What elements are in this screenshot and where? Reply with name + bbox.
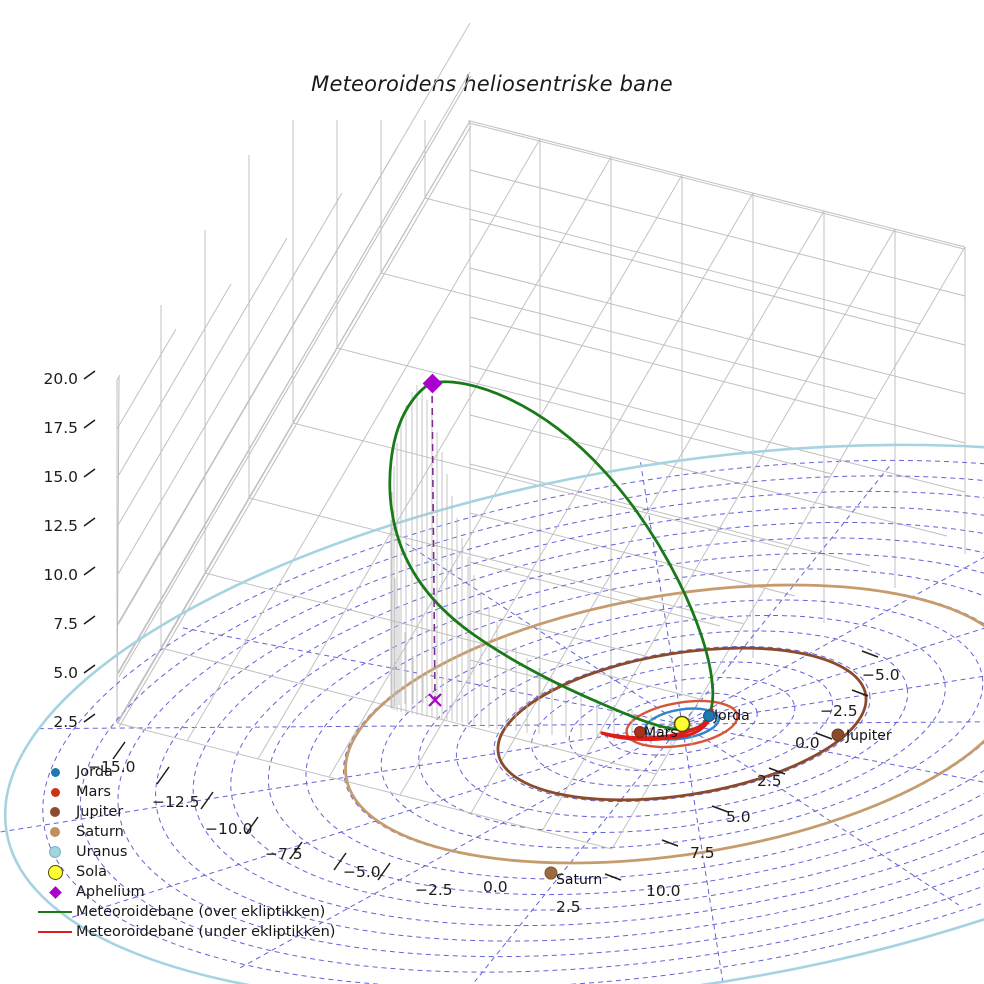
legend-label-aphelium: Aphelium: [76, 884, 145, 900]
y-tick-3: 2.5: [757, 772, 782, 790]
y-tick-5: 7.5: [690, 844, 715, 862]
x-tick-2: −10.0: [205, 820, 253, 838]
label-saturn: Saturn: [556, 872, 602, 888]
aphelium-marker-icon: [34, 885, 76, 899]
aphelium-marker: [422, 373, 443, 394]
x-tick-0: −15.0: [88, 758, 136, 776]
orbit-mars: [625, 699, 739, 749]
legend-label-mars: Mars: [76, 784, 111, 800]
legend-item-saturn[interactable]: Saturn: [34, 822, 335, 842]
jorda-marker-icon: [34, 767, 76, 777]
x-tick-3: −7.5: [265, 845, 303, 863]
z-axis-tick-labels: 2.5 5.0 7.5 10.0 12.5 15.0 17.5 20.0: [43, 370, 78, 731]
body-marker-mars: [634, 726, 646, 738]
z-tick-6: 17.5: [43, 419, 78, 437]
legend-label-orbit-above: Meteoroidebane (over ekliptikken): [76, 904, 326, 920]
legend-item-orbit-below[interactable]: Meteoroidebane (under ekliptikken): [34, 922, 335, 942]
axis-ticks: [83, 370, 879, 881]
uranus-marker-icon: [34, 846, 76, 858]
body-marker-sola: [673, 715, 691, 733]
page-title: Meteoroidens heliosentriske bane: [311, 72, 673, 96]
body-marker-jorda: [703, 710, 715, 722]
x-tick-5: −2.5: [415, 881, 453, 899]
mars-marker-icon: [34, 787, 76, 797]
x-tick-1: −12.5: [152, 793, 200, 811]
x-axis-tick-labels: −15.0 −12.5 −10.0 −7.5 −5.0 −2.5 0.0 2.5: [88, 758, 581, 916]
wall-left-grid: [116, 120, 471, 724]
aphelion-drop-line: [431, 383, 436, 701]
legend-item-orbit-above[interactable]: Meteoroidebane (over ekliptikken): [34, 902, 335, 922]
legend: Jorda Mars Jupiter Saturn Uranus: [34, 762, 335, 942]
legend-item-uranus[interactable]: Uranus: [34, 842, 335, 862]
y-tick-2: 0.0: [795, 734, 820, 752]
body-marker-jupiter: [831, 728, 845, 742]
green-line-icon: [34, 911, 76, 913]
jupiter-marker-icon: [34, 807, 76, 817]
legend-label-orbit-below: Meteoroidebane (under ekliptikken): [76, 924, 336, 940]
x-tick-4: −5.0: [343, 863, 381, 881]
aphelion-projection-x-marker: [428, 693, 442, 707]
body-annotations: Jorda Mars Jupiter Saturn: [556, 708, 892, 888]
z-tick-2: 7.5: [53, 615, 78, 633]
x-tick-7: 2.5: [556, 898, 581, 916]
orbit-drop-stems: [390, 385, 693, 746]
x-tick-6: 0.0: [483, 878, 508, 896]
legend-item-mars[interactable]: Mars: [34, 782, 335, 802]
y-tick-1: −2.5: [820, 702, 858, 720]
z-tick-7: 20.0: [43, 370, 78, 388]
legend-item-aphelium[interactable]: Aphelium: [34, 882, 335, 902]
legend-label-jorda: Jorda: [76, 764, 113, 780]
legend-label-jupiter: Jupiter: [76, 804, 124, 820]
y-tick-0: −5.0: [862, 666, 900, 684]
label-jorda: Jorda: [713, 708, 750, 724]
legend-item-jupiter[interactable]: Jupiter: [34, 802, 335, 822]
body-marker-saturn: [544, 866, 558, 880]
sun-marker-icon: [34, 864, 76, 880]
z-tick-1: 5.0: [53, 664, 78, 682]
orbit-uranus: [3, 443, 984, 984]
z-tick-3: 10.0: [43, 566, 78, 584]
wall-right-grid: [469, 120, 966, 702]
legend-label-sola: Sola: [76, 864, 107, 880]
y-axis-tick-labels: −5.0 −2.5 0.0 2.5 5.0 7.5 10.0: [646, 666, 900, 900]
meteoroid-orbit-above: [388, 380, 715, 732]
z-tick-4: 12.5: [43, 517, 78, 535]
legend-item-sola[interactable]: Sola: [34, 862, 335, 882]
z-tick-0: 2.5: [53, 713, 78, 731]
label-mars: Mars: [644, 725, 678, 741]
y-tick-6: 10.0: [646, 882, 681, 900]
legend-label-uranus: Uranus: [76, 844, 128, 860]
y-tick-4: 5.0: [726, 808, 751, 826]
saturn-marker-icon: [34, 827, 76, 837]
legend-item-jorda[interactable]: Jorda: [34, 762, 335, 782]
orbit-saturn: [344, 583, 984, 865]
label-jupiter: Jupiter: [845, 728, 892, 744]
legend-label-saturn: Saturn: [76, 824, 124, 840]
red-line-icon: [34, 931, 76, 933]
z-tick-5: 15.0: [43, 468, 78, 486]
